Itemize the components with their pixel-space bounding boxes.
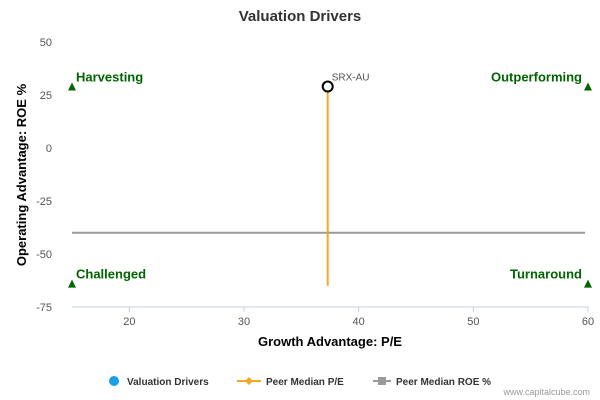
chart-title: Valuation Drivers [239,8,362,25]
y-tick-label: 25 [40,90,52,102]
credit-text: www.capitalcube.com [502,387,590,397]
x-tick-label: 20 [123,316,135,328]
y-tick-label: -50 [36,249,52,261]
quadrant-marker [584,279,592,288]
quadrant-label-harvesting: Harvesting [76,70,143,85]
quadrant-marker [68,279,76,288]
legend-marker-square [378,377,386,385]
x-tick-label: 30 [238,316,250,328]
quadrant-marker [68,82,76,91]
x-tick-label: 50 [467,316,479,328]
legend-marker-diamond [245,377,253,385]
legend-item-label: Peer Median ROE % [396,377,491,388]
legend-item-label: Peer Median P/E [266,377,344,388]
quadrant-label-challenged: Challenged [76,267,146,282]
y-tick-label: 0 [46,143,52,155]
x-axis-title: Growth Advantage: P/E [258,334,402,349]
y-tick-label: -75 [36,302,52,314]
x-tick-label: 40 [353,316,365,328]
legend-marker-circle [109,376,119,386]
y-tick-label: 50 [40,37,52,49]
y-tick-label: -25 [36,196,52,208]
data-point [321,80,334,93]
x-tick-label: 60 [582,316,594,328]
legend-item-label: Valuation Drivers [127,377,209,388]
quadrant-marker [584,82,592,91]
legend: Valuation Drivers Peer Median P/E Peer Med… [109,376,491,388]
quadrant-label-outperforming: Outperforming [491,70,582,85]
y-axis-title: Operating Advantage: ROE % [14,83,29,266]
data-point-label: SRX-AU [332,73,370,84]
plot-area: 20 30 40 50 60 50 25 0 -25 -50 -75 Harvesting Outper… [36,37,594,328]
quadrant-label-turnaround: Turnaround [510,267,582,282]
